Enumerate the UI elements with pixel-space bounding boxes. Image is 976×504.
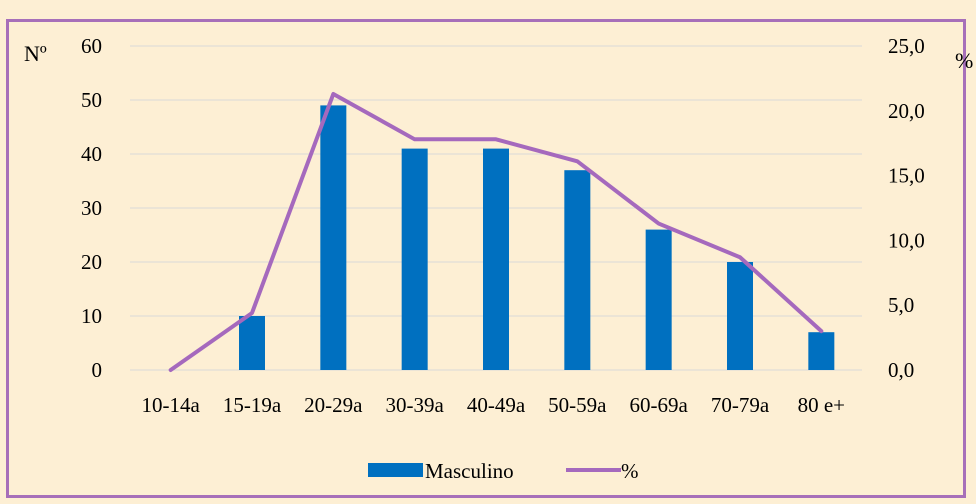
y2-tick-label: 20,0 bbox=[888, 99, 925, 123]
y-tick-label: 20 bbox=[81, 250, 102, 274]
bar-series-masculino bbox=[239, 105, 835, 371]
y2-tick-label: 10,0 bbox=[888, 228, 925, 252]
legend: Masculino % bbox=[368, 459, 639, 483]
y2-tick-label: 25,0 bbox=[888, 34, 925, 58]
y2-tick-label: 15,0 bbox=[888, 164, 925, 188]
line-series-percent bbox=[168, 91, 824, 372]
legend-label-masculino: Masculino bbox=[425, 459, 514, 483]
y-tick-label: 30 bbox=[81, 196, 102, 220]
legend-label-percent: % bbox=[621, 459, 639, 483]
y-tick-label: 40 bbox=[81, 142, 102, 166]
x-tick-label: 15-19a bbox=[223, 393, 282, 417]
y-tick-label: 50 bbox=[81, 88, 102, 112]
y2-axis-title: % bbox=[955, 48, 973, 73]
y-tick-label: 60 bbox=[81, 34, 102, 58]
x-tick-label: 20-29a bbox=[304, 393, 363, 417]
bar bbox=[483, 148, 509, 370]
axes-labels: 0 10 20 30 40 50 60 0,0 5,0 10,0 15,0 20,0 25,0 10-14… bbox=[81, 34, 925, 417]
y-tick-label: 0 bbox=[92, 358, 103, 382]
x-tick-label: 10-14a bbox=[142, 393, 201, 417]
line-series bbox=[168, 91, 824, 372]
x-tick-label: 80 e+ bbox=[798, 393, 845, 417]
x-tick-label: 50-59a bbox=[548, 393, 607, 417]
x-tick-label: 30-39a bbox=[386, 393, 445, 417]
bar bbox=[401, 148, 428, 370]
bar bbox=[239, 316, 265, 370]
legend-swatch-masculino bbox=[368, 463, 423, 477]
x-tick-label: 40-49a bbox=[467, 393, 526, 417]
y2-tick-label: 0,0 bbox=[888, 358, 914, 382]
y2-tick-label: 5,0 bbox=[888, 293, 914, 317]
bar bbox=[645, 229, 672, 370]
bar bbox=[808, 332, 835, 370]
y-tick-label: 10 bbox=[81, 304, 102, 328]
x-tick-label: 70-79a bbox=[711, 393, 770, 417]
bar bbox=[320, 105, 347, 371]
x-tick-label: 60-69a bbox=[630, 393, 689, 417]
bar bbox=[727, 262, 753, 370]
y-axis-title: Nº bbox=[24, 41, 47, 66]
bar bbox=[564, 170, 591, 370]
